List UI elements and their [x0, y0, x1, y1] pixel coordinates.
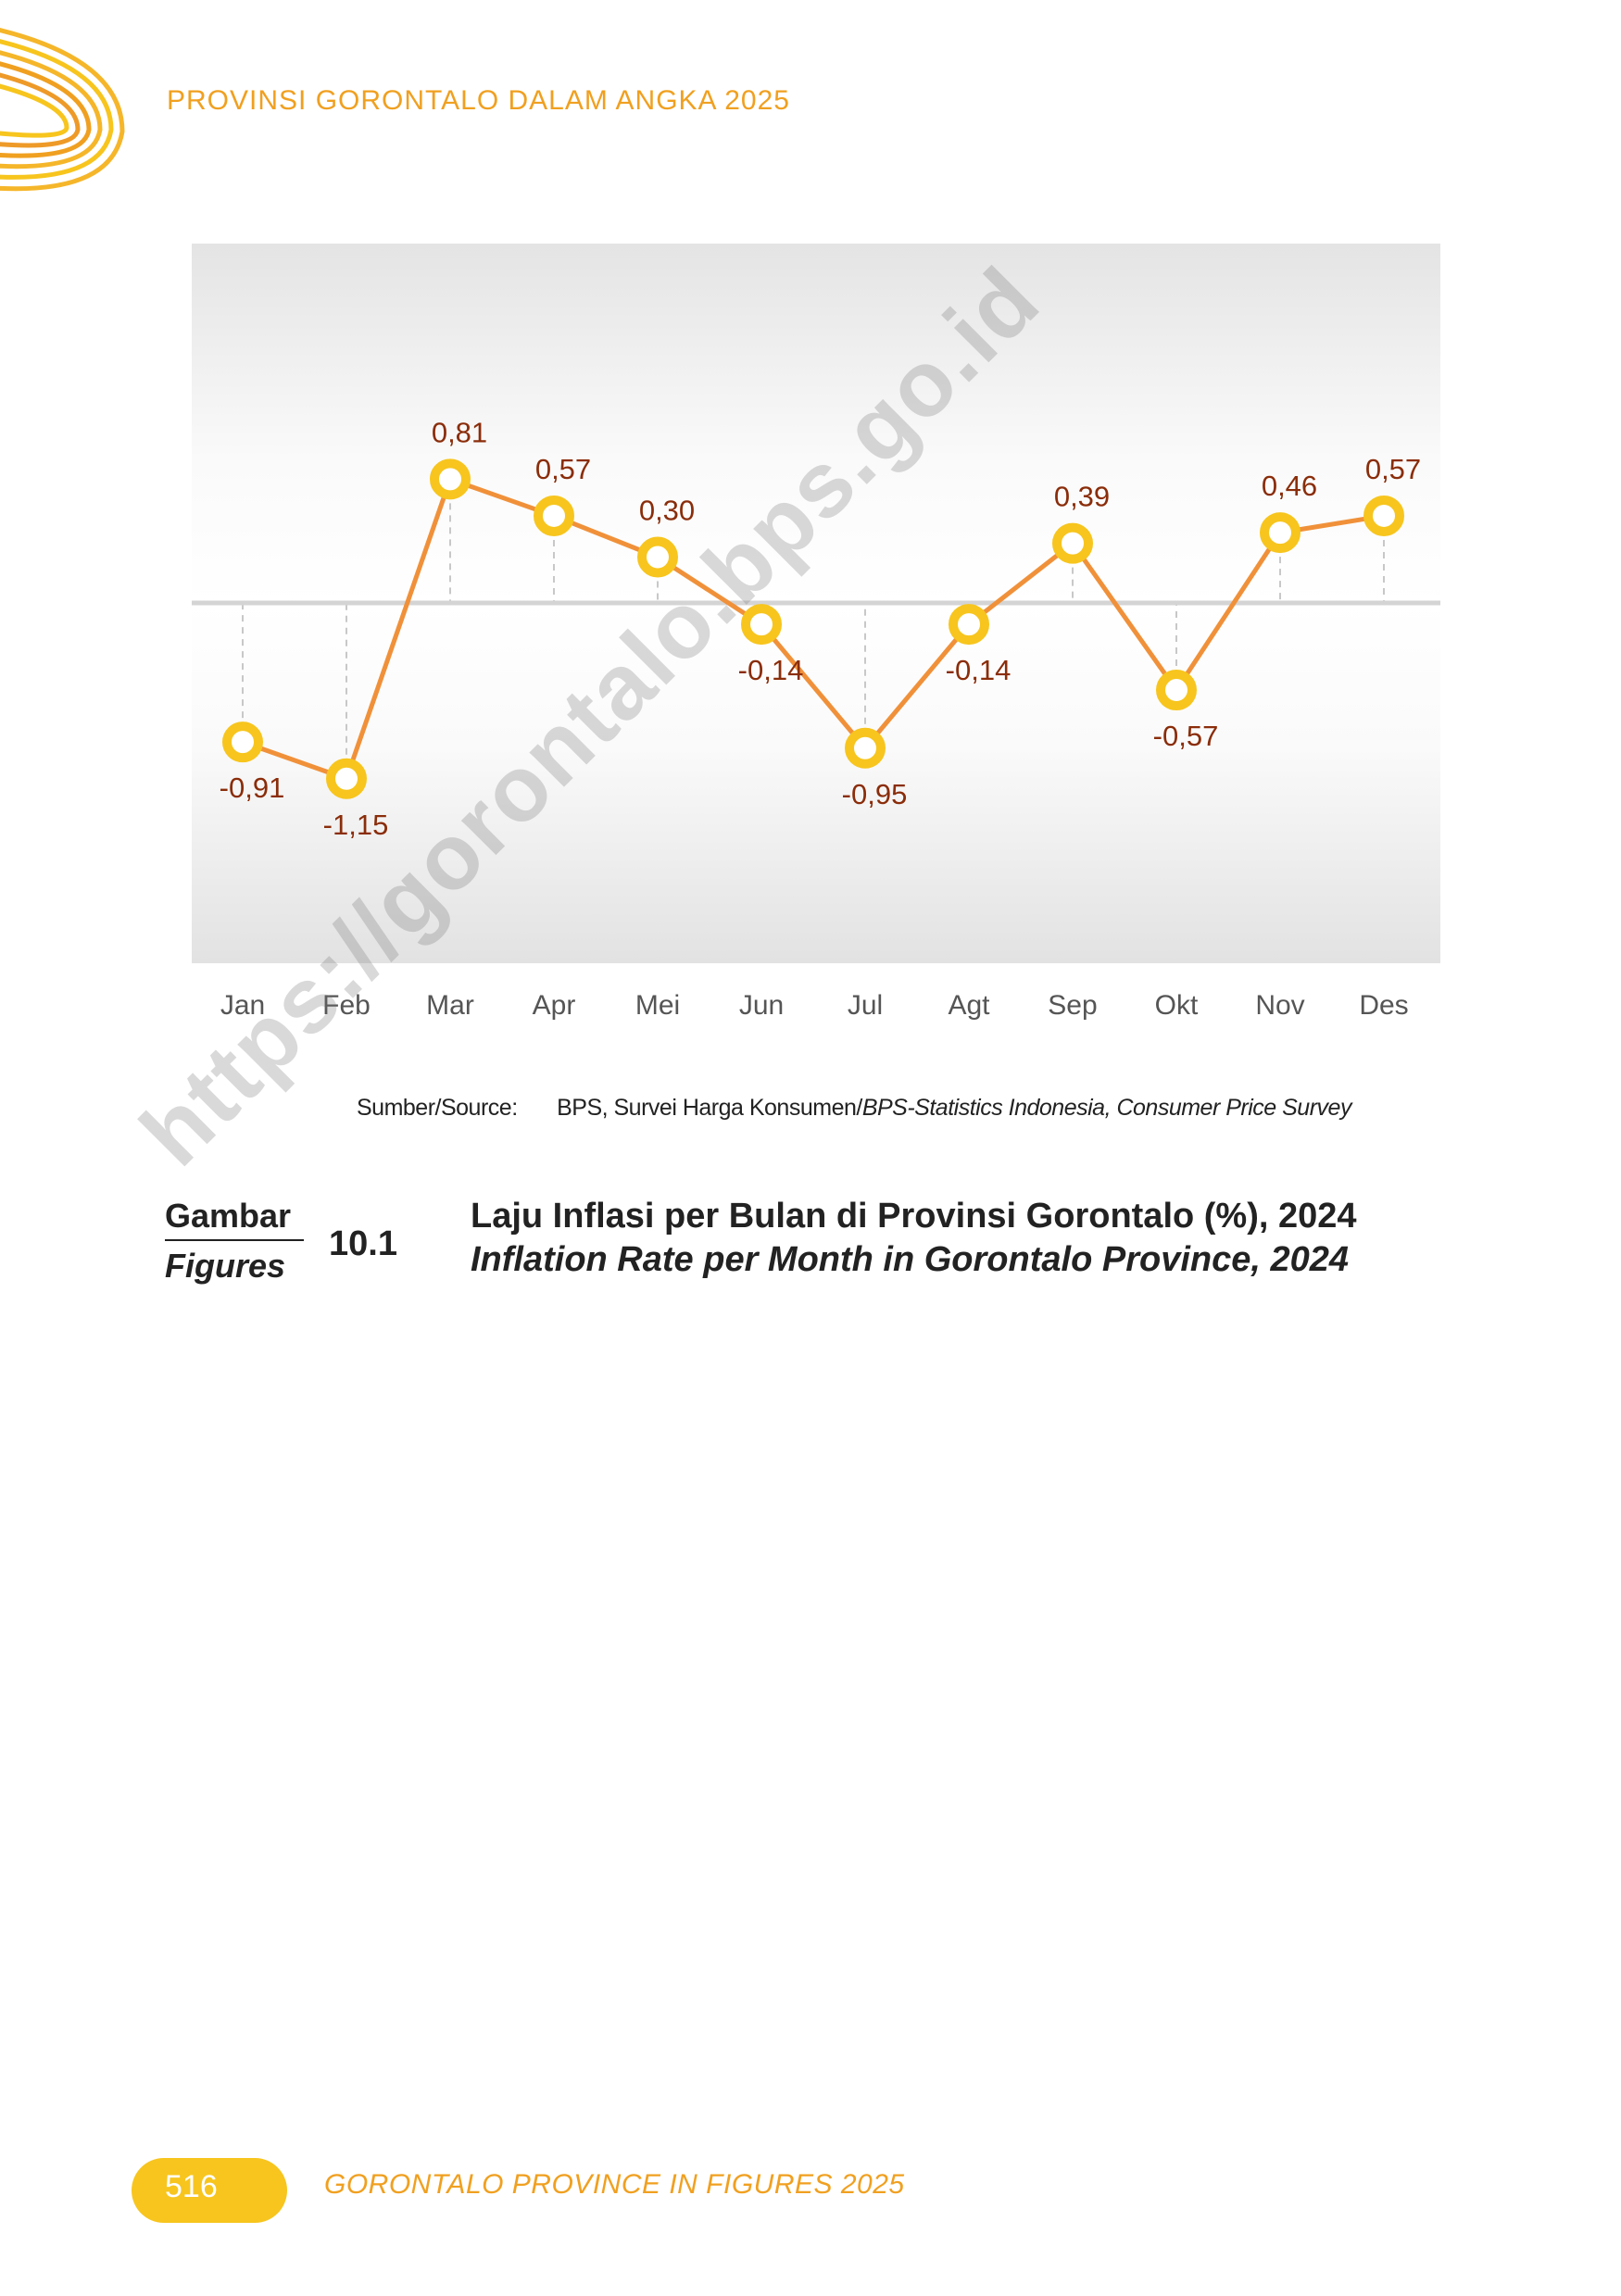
data-label: 0,81 — [432, 416, 487, 448]
figure-label-en: Figures — [165, 1247, 286, 1285]
page-number-badge — [132, 2158, 287, 2223]
data-point-marker — [222, 721, 263, 763]
data-label: 0,30 — [639, 495, 695, 527]
data-point-marker — [1260, 512, 1301, 554]
x-tick-label: Okt — [1155, 990, 1199, 1021]
x-tick-label: Agt — [948, 990, 990, 1021]
figure-title-en: Inflation Rate per Month in Gorontalo Pr… — [471, 1240, 1350, 1279]
chart-svg: -0,91 -1,15 0,81 0,57 0,30 -0,14 -0,95 -0,14 0,3… — [192, 244, 1440, 1021]
data-label: 0,46 — [1262, 470, 1317, 502]
x-tick-label: Jun — [739, 990, 784, 1021]
data-point-marker — [1363, 495, 1404, 536]
x-tick-label: Feb — [322, 990, 371, 1021]
data-point-marker — [845, 727, 886, 769]
header-title: PROVINSI GORONTALO DALAM ANGKA 2025 — [167, 85, 790, 116]
data-point-marker — [430, 458, 471, 500]
inflation-chart: -0,91 -1,15 0,81 0,57 0,30 -0,14 -0,95 -0,14 0,3… — [192, 244, 1440, 1021]
data-point-marker — [637, 536, 678, 578]
bps-logo-swirl — [0, 28, 125, 192]
source-text-en: BPS-Statistics Indonesia, Consumer Price… — [861, 1095, 1352, 1121]
data-label: -0,14 — [946, 654, 1012, 686]
x-tick-label: Jul — [848, 990, 883, 1021]
data-point-marker — [949, 604, 989, 646]
x-tick-label: Apr — [533, 990, 576, 1021]
x-tick-label: Des — [1359, 990, 1408, 1021]
data-label: -0,14 — [738, 654, 804, 686]
data-label: -1,15 — [323, 809, 389, 841]
data-label: 0,57 — [1365, 453, 1421, 485]
x-tick-label: Mar — [426, 990, 474, 1021]
source-text-id: BPS, Survei Harga Konsumen/ — [557, 1095, 862, 1121]
figure-label: Gambar Figures — [165, 1197, 304, 1286]
data-label: -0,95 — [842, 778, 908, 810]
page-number: 516 — [165, 2169, 218, 2204]
data-point-marker — [1052, 522, 1093, 564]
figure-title-id: Laju Inflasi per Bulan di Provinsi Goron… — [471, 1197, 1357, 1236]
x-tick-label: Jan — [220, 990, 265, 1021]
figure-number: 10.1 — [329, 1224, 397, 1263]
footer-text: GORONTALO PROVINCE IN FIGURES 2025 — [324, 2169, 905, 2200]
data-label: 0,39 — [1054, 481, 1110, 513]
figure-label-id: Gambar — [165, 1197, 304, 1241]
x-tick-label: Nov — [1255, 990, 1304, 1021]
data-label: -0,91 — [220, 772, 285, 804]
data-point-marker — [741, 604, 782, 646]
data-label: -0,57 — [1153, 720, 1219, 752]
data-point-marker — [326, 758, 367, 799]
source-note: Sumber/Source: BPS, Survei Harga Konsume… — [357, 1095, 1351, 1122]
figure-title: Laju Inflasi per Bulan di Provinsi Goron… — [471, 1197, 1357, 1280]
data-point-marker — [534, 495, 574, 536]
data-label: 0,57 — [535, 453, 591, 485]
x-tick-label: Sep — [1048, 990, 1097, 1021]
data-point-marker — [1156, 670, 1197, 711]
inflation-series-line — [242, 476, 1385, 782]
source-label: Sumber/Source: — [357, 1095, 518, 1121]
x-tick-label: Mei — [635, 990, 680, 1021]
